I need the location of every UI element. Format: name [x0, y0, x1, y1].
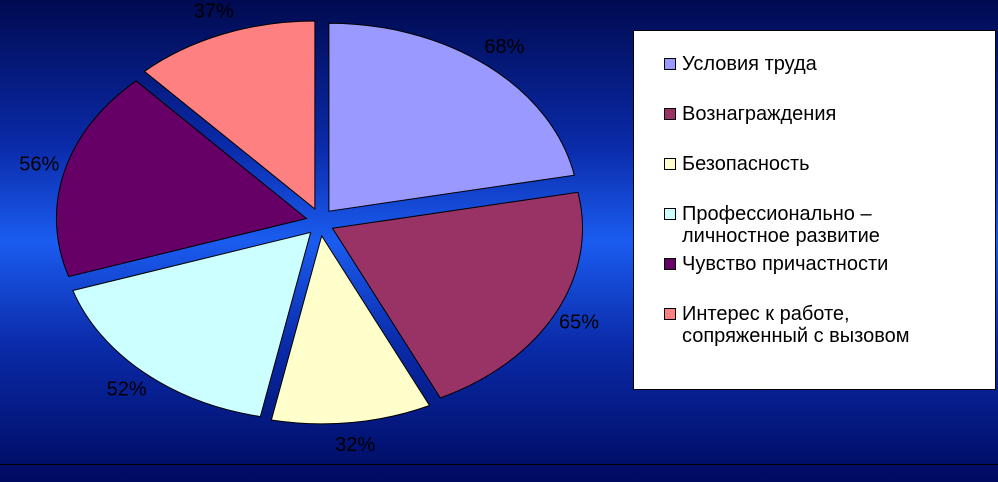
legend-swatch — [664, 258, 676, 270]
legend-label: Чувство причастности — [682, 253, 889, 275]
legend-swatch — [664, 58, 676, 70]
chart: 68% 65% 32% 52% 56% 37% — [19, 0, 599, 456]
legend-label: Интерес к работе, сопряженный с вызовом — [682, 303, 910, 347]
data-label: 32% — [335, 434, 375, 456]
legend-entry: Чувство причастности — [634, 253, 942, 303]
pie-slice — [55, 80, 308, 278]
legend-swatch — [664, 208, 676, 220]
legend-entry: Безопасность — [634, 153, 942, 203]
legend: Условия труда Вознаграждения Безопасность П… — [633, 30, 996, 390]
data-label: 52% — [107, 378, 147, 400]
legend-entry: Интерес к работе, сопряженный с вызовом — [634, 303, 942, 353]
data-label: 56% — [19, 154, 59, 176]
pie-slice — [270, 234, 431, 425]
legend-entry: Вознаграждения — [634, 103, 942, 153]
data-label: 65% — [559, 312, 599, 334]
legend-entry: Условия труда — [634, 53, 942, 103]
pie-slice — [331, 191, 583, 399]
legend-label: Профессионально – личностное развитие — [682, 203, 880, 247]
legend-swatch — [664, 108, 676, 120]
data-label: 68% — [484, 36, 524, 58]
legend-swatch — [664, 308, 676, 320]
legend-entry: Профессионально – личностное развитие — [634, 203, 942, 253]
pie-slice — [143, 20, 316, 211]
legend-label: Вознаграждения — [682, 103, 837, 125]
data-label: 37% — [194, 0, 234, 22]
legend-label: Условия труда — [682, 53, 817, 75]
legend-swatch — [664, 158, 676, 170]
pie-slice — [328, 22, 575, 212]
legend-label: Безопасность — [682, 153, 810, 175]
pie-slice — [72, 231, 312, 418]
divider-line — [0, 464, 998, 465]
